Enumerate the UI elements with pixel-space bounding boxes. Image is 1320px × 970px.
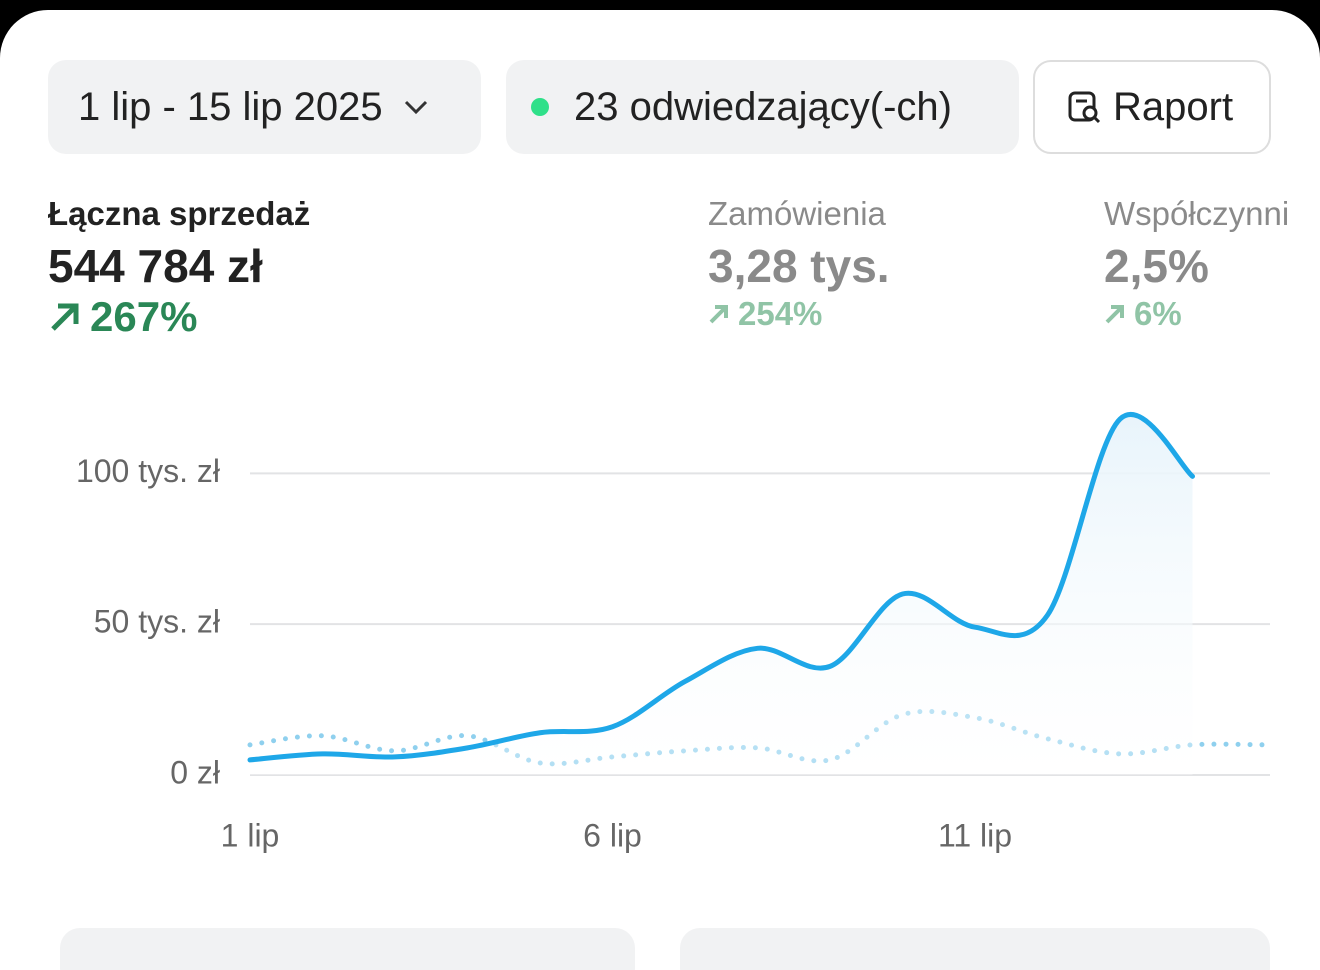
date-range-button[interactable]: 1 lip - 15 lip 2025 bbox=[48, 60, 481, 154]
chart: 0 zł 50 tys. zł 100 tys. zł 1 lip 6 lip 11 li… bbox=[76, 412, 1270, 853]
metric-value: 3,28 tys. bbox=[708, 240, 890, 292]
y-tick-label: 0 zł bbox=[170, 754, 220, 790]
metric[interactable]: Zamówienia 3,28 tys. 254% bbox=[708, 195, 890, 333]
report-label: Raport bbox=[1113, 84, 1234, 129]
metric-change: 267% bbox=[48, 293, 310, 341]
live-dot bbox=[531, 98, 549, 116]
metric[interactable]: Łączna sprzedaż 544 784 zł 267% bbox=[48, 195, 310, 341]
x-tick-label: 11 lip bbox=[938, 817, 1012, 853]
y-tick-label: 50 tys. zł bbox=[94, 604, 220, 640]
chevron-icon bbox=[404, 100, 427, 115]
report-button[interactable]: Raport bbox=[1033, 60, 1271, 154]
x-tick-label: 1 lip bbox=[221, 817, 280, 853]
metric-change: 254% bbox=[708, 295, 890, 333]
metric-title: Zamówienia bbox=[708, 195, 886, 232]
area bbox=[250, 414, 1193, 775]
up-arrow bbox=[51, 303, 79, 331]
page: 1 lip - 15 lip 2025 23 odwiedzający(-ch)… bbox=[0, 10, 1320, 970]
metric-value: 2,5% bbox=[1104, 240, 1209, 292]
metric-title: Łączna sprzedaż bbox=[48, 195, 311, 232]
change-value: 6% bbox=[1134, 295, 1182, 332]
change-value: 267% bbox=[90, 293, 198, 340]
card-below bbox=[60, 928, 635, 970]
card-below bbox=[680, 928, 1270, 970]
visitors: 23 odwiedzający(-ch) bbox=[574, 84, 952, 129]
report-icon bbox=[1068, 91, 1101, 124]
metric[interactable]: Współczynni 2,5% 6% bbox=[1104, 195, 1289, 333]
metric-value: 544 784 zł bbox=[48, 240, 263, 292]
up-arrow bbox=[709, 305, 728, 324]
card: 1 lip - 15 lip 2025 23 odwiedzający(-ch)… bbox=[0, 10, 1320, 970]
metric-change: 6% bbox=[1104, 295, 1289, 333]
y-tick-label: 100 tys. zł bbox=[76, 453, 220, 489]
sales-line bbox=[247, 412, 1195, 763]
x-tick-label: 6 lip bbox=[583, 817, 642, 853]
change-value: 254% bbox=[738, 295, 823, 332]
metric-title: Współczynni bbox=[1104, 195, 1290, 232]
up-arrow bbox=[1105, 305, 1124, 324]
visitors-button[interactable]: 23 odwiedzający(-ch) bbox=[506, 60, 1019, 154]
date-range: 1 lip - 15 lip 2025 bbox=[78, 84, 383, 129]
